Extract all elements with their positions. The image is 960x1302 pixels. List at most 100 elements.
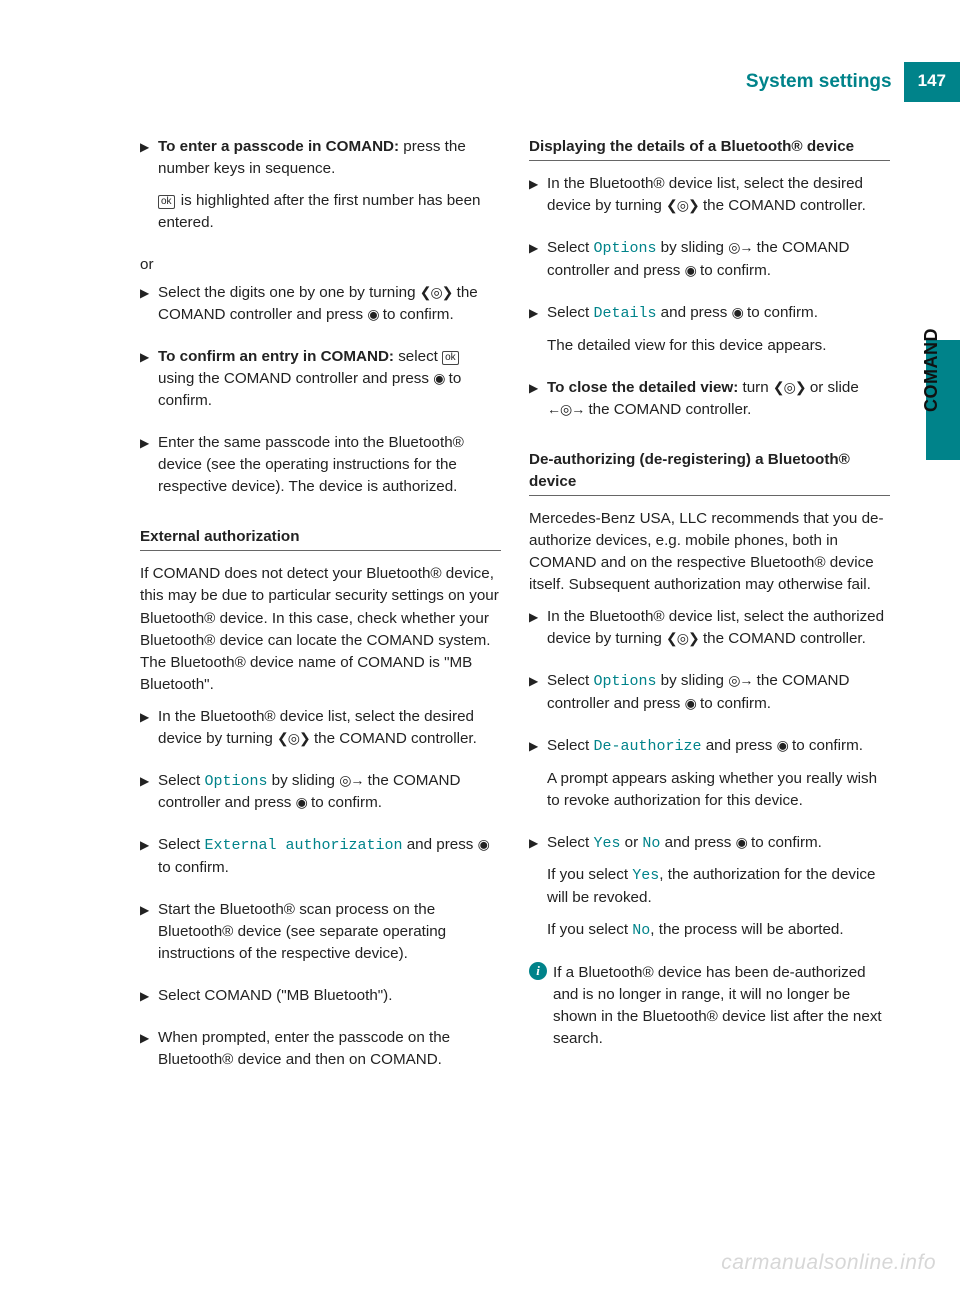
step-body: In the Bluetooth® device list, select th… (547, 173, 890, 217)
display-text: Options (204, 773, 267, 790)
or-separator: or (140, 254, 501, 276)
step-body: To confirm an entry in COMAND: select ok… (158, 346, 501, 412)
press-controller-icon: ◉ (736, 834, 747, 850)
display-text: Yes (632, 867, 659, 884)
step-marker-icon: ▶ (140, 282, 158, 336)
press-controller-icon: ◉ (367, 306, 378, 322)
page-header: System settings 147 (746, 62, 960, 102)
step-text: and press (660, 834, 735, 851)
heading-rule (529, 495, 890, 496)
step-text: Select the digits one by one by turning (158, 284, 420, 301)
paragraph: Mercedes-Benz USA, LLC recommends that y… (529, 508, 890, 596)
slide-controller-icon: ◎→ (339, 772, 363, 788)
page-number: 147 (904, 62, 960, 102)
step-text: by sliding (656, 239, 728, 256)
step-text: the COMAND controller. (699, 630, 866, 647)
step-text: to confirm. (788, 737, 863, 754)
step-text: or slide (806, 379, 859, 396)
step-item: ▶ Enter the same passcode into the Bluet… (140, 432, 501, 508)
left-column: ▶ To enter a passcode in COMAND: press t… (140, 136, 501, 1091)
step-text: to confirm. (158, 859, 229, 876)
step-item: ▶ Select the digits one by one by turnin… (140, 282, 501, 336)
display-text: External authorization (204, 837, 402, 854)
step-item: ▶ In the Bluetooth® device list, select … (529, 173, 890, 227)
step-item: ▶ Start the Bluetooth® scan process on t… (140, 899, 501, 975)
step-item: ▶ To close the detailed view: turn ❮◎❯ o… (529, 377, 890, 431)
heading-rule (529, 160, 890, 161)
step-item: ▶ Select Yes or No and press ◉ to confir… (529, 832, 890, 952)
step-text: and press (656, 304, 731, 321)
step-marker-icon: ▶ (140, 432, 158, 508)
step-text: Select (547, 239, 593, 256)
step-text: the COMAND controller. (584, 401, 751, 418)
subheading: External authorization (140, 526, 501, 548)
step-body: In the Bluetooth® device list, select th… (547, 606, 890, 650)
step-body: Start the Bluetooth® scan process on the… (158, 899, 501, 965)
step-text: or (620, 834, 642, 851)
display-text: De-authorize (593, 738, 701, 755)
watermark: carmanualsonline.info (721, 1248, 936, 1278)
step-text: If you select (547, 866, 632, 883)
step-body: Select Details and press ◉ to confirm. T… (547, 302, 890, 367)
step-marker-icon: ▶ (529, 832, 547, 952)
heading-rule (140, 550, 501, 551)
turn-controller-icon: ❮◎❯ (277, 730, 310, 746)
display-text: Details (593, 305, 656, 322)
step-marker-icon: ▶ (529, 237, 547, 292)
step-body: In the Bluetooth® device list, select th… (158, 706, 501, 750)
step-item: ▶ In the Bluetooth® device list, select … (529, 606, 890, 660)
step-text: turn (738, 379, 773, 396)
step-marker-icon: ▶ (140, 1027, 158, 1081)
step-body: Select External authorization and press … (158, 834, 501, 879)
step-text: the COMAND controller. (310, 730, 477, 747)
step-text: Select (547, 737, 593, 754)
step-text: the COMAND controller. (699, 197, 866, 214)
step-body: To enter a passcode in COMAND: press the… (158, 136, 501, 244)
step-text: to confirm. (379, 306, 454, 323)
display-text: No (632, 922, 650, 939)
press-controller-icon: ◉ (685, 695, 696, 711)
step-marker-icon: ▶ (529, 670, 547, 725)
step-item: ▶ Select Options by sliding ◎→ the COMAN… (140, 770, 501, 825)
step-marker-icon: ▶ (140, 985, 158, 1017)
step-text: using the COMAND controller and press (158, 370, 433, 387)
step-body: Select Options by sliding ◎→ the COMAND … (158, 770, 501, 815)
header-title: System settings (746, 62, 904, 102)
display-text: Options (593, 240, 656, 257)
step-marker-icon: ▶ (529, 302, 547, 367)
step-body: When prompted, enter the passcode on the… (158, 1027, 501, 1071)
press-controller-icon: ◉ (732, 304, 743, 320)
step-body: Select Options by sliding ◎→ the COMAND … (547, 670, 890, 715)
step-item: ▶ Select COMAND ("MB Bluetooth"). (140, 985, 501, 1017)
press-controller-icon: ◉ (777, 737, 788, 753)
turn-controller-icon: ❮◎❯ (420, 284, 453, 300)
step-item: ▶ Select External authorization and pres… (140, 834, 501, 889)
step-item: ▶ In the Bluetooth® device list, select … (140, 706, 501, 760)
step-marker-icon: ▶ (529, 606, 547, 660)
step-item: ▶ To enter a passcode in COMAND: press t… (140, 136, 501, 244)
step-marker-icon: ▶ (529, 735, 547, 822)
step-text: and press (701, 737, 776, 754)
press-controller-icon: ◉ (685, 262, 696, 278)
step-text: to confirm. (696, 695, 771, 712)
step-bold: To enter a passcode in COMAND: (158, 138, 399, 155)
slide-controller-icon: ←◎→ (547, 401, 584, 417)
step-item: ▶ Select De-authorize and press ◉ to con… (529, 735, 890, 822)
info-icon: i (529, 962, 547, 980)
step-text: The detailed view for this device appear… (547, 335, 890, 357)
step-marker-icon: ▶ (140, 834, 158, 889)
step-text: Select (547, 304, 593, 321)
step-text: A prompt appears asking whether you real… (547, 768, 890, 812)
step-item: ▶ To confirm an entry in COMAND: select … (140, 346, 501, 422)
turn-controller-icon: ❮◎❯ (666, 197, 699, 213)
press-controller-icon: ◉ (296, 794, 307, 810)
step-marker-icon: ▶ (529, 377, 547, 431)
step-text: Select (158, 772, 204, 789)
step-text: to confirm. (696, 262, 771, 279)
step-text: to confirm. (743, 304, 818, 321)
paragraph: If COMAND does not detect your Bluetooth… (140, 563, 501, 695)
subheading: De-authorizing (de-registering) a Blueto… (529, 449, 890, 493)
display-text: Options (593, 673, 656, 690)
step-text: , the process will be aborted. (650, 921, 843, 938)
slide-controller-icon: ◎→ (728, 672, 752, 688)
